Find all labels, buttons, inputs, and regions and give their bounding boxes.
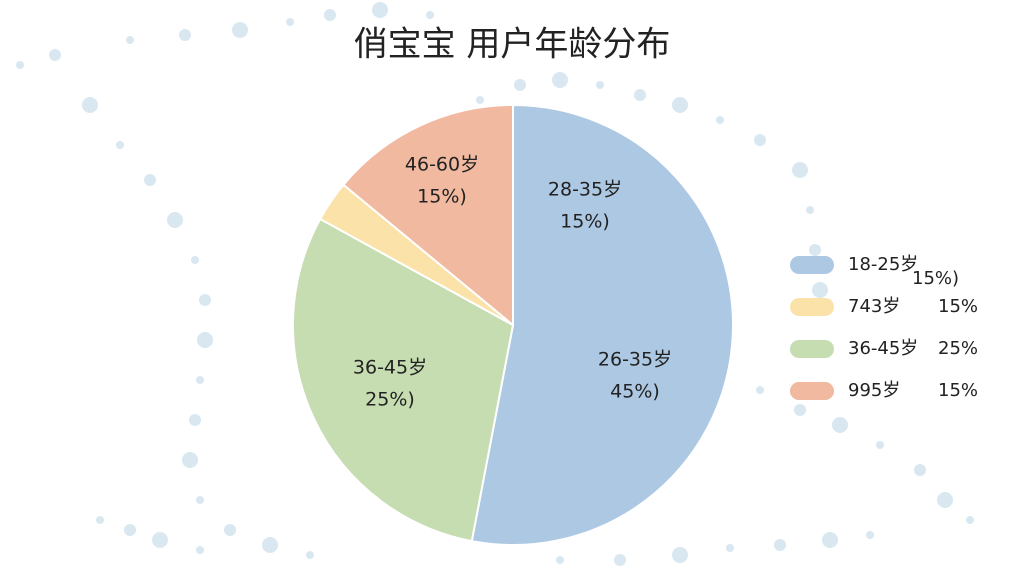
- background-dot: [196, 496, 204, 504]
- background-dot: [832, 417, 848, 433]
- background-dot: [232, 22, 248, 38]
- background-dot: [914, 464, 926, 476]
- slice-annotation: 46-60岁: [405, 154, 479, 176]
- background-dot: [672, 547, 688, 563]
- legend-note: 15%): [912, 268, 959, 289]
- background-dot: [822, 532, 838, 548]
- legend-swatch: [790, 256, 834, 274]
- background-dot: [866, 531, 874, 539]
- background-dot: [124, 524, 136, 536]
- background-dot: [144, 174, 156, 186]
- background-dot: [809, 244, 821, 256]
- background-dot: [262, 537, 278, 553]
- background-dot: [16, 61, 24, 69]
- background-dot: [96, 516, 104, 524]
- background-dots: [16, 2, 974, 566]
- background-dot: [152, 532, 168, 548]
- background-dot: [199, 294, 211, 306]
- legend-swatch: [790, 298, 834, 316]
- background-dot: [812, 282, 828, 298]
- background-dot: [476, 96, 484, 104]
- legend-label: 36-45岁: [848, 338, 918, 359]
- background-dot: [966, 516, 974, 524]
- slice-annotation: 45%): [610, 381, 660, 403]
- legend-label: 743岁: [848, 296, 900, 317]
- slice-annotation: 36-45岁: [353, 357, 427, 379]
- background-dot: [726, 544, 734, 552]
- background-dot: [306, 551, 314, 559]
- background-dot: [806, 206, 814, 214]
- slice-annotation: 28-35岁: [548, 179, 622, 201]
- background-dot: [614, 554, 626, 566]
- background-dot: [179, 29, 191, 41]
- background-dot: [82, 97, 98, 113]
- slice-annotation: 15%): [417, 186, 467, 208]
- background-dot: [937, 492, 953, 508]
- background-dot: [876, 441, 884, 449]
- background-dot: [196, 546, 204, 554]
- pie-slice: [342, 103, 514, 328]
- chart-title: 俏宝宝 用户年龄分布: [354, 25, 671, 65]
- legend-note: 15%: [938, 296, 978, 317]
- legend-note: 15%: [938, 380, 978, 401]
- background-dot: [126, 36, 134, 44]
- legend-swatch: [790, 340, 834, 358]
- background-dot: [672, 97, 688, 113]
- background-dot: [196, 376, 204, 384]
- background-dot: [116, 141, 124, 149]
- background-dot: [794, 404, 806, 416]
- background-dot: [182, 452, 198, 468]
- background-dot: [634, 89, 646, 101]
- background-dot: [596, 81, 604, 89]
- background-dot: [774, 539, 786, 551]
- background-dot: [324, 9, 336, 21]
- background-dot: [224, 524, 236, 536]
- background-dot: [514, 79, 526, 91]
- background-dot: [189, 414, 201, 426]
- background-dot: [372, 2, 388, 18]
- background-dot: [191, 256, 199, 264]
- slice-annotation: 15%): [560, 211, 610, 233]
- background-dot: [49, 49, 61, 61]
- background-dot: [792, 162, 808, 178]
- legend-label: 18-25岁: [848, 254, 918, 275]
- background-dot: [716, 116, 724, 124]
- pie-slice: [292, 217, 515, 543]
- legend-label: 995岁: [848, 380, 900, 401]
- background-dot: [286, 18, 294, 26]
- pie-slice: [470, 103, 734, 546]
- slice-annotation: 26-35岁: [598, 349, 672, 371]
- legend-note: 25%: [938, 338, 978, 359]
- background-dot: [556, 556, 564, 564]
- background-dot: [426, 11, 434, 19]
- background-dot: [167, 212, 183, 228]
- legend-swatch: [790, 382, 834, 400]
- slice-annotation: 25%): [365, 389, 415, 411]
- background-dot: [197, 332, 213, 348]
- background-dot: [754, 134, 766, 146]
- background-dot: [552, 72, 568, 88]
- background-dot: [756, 386, 764, 394]
